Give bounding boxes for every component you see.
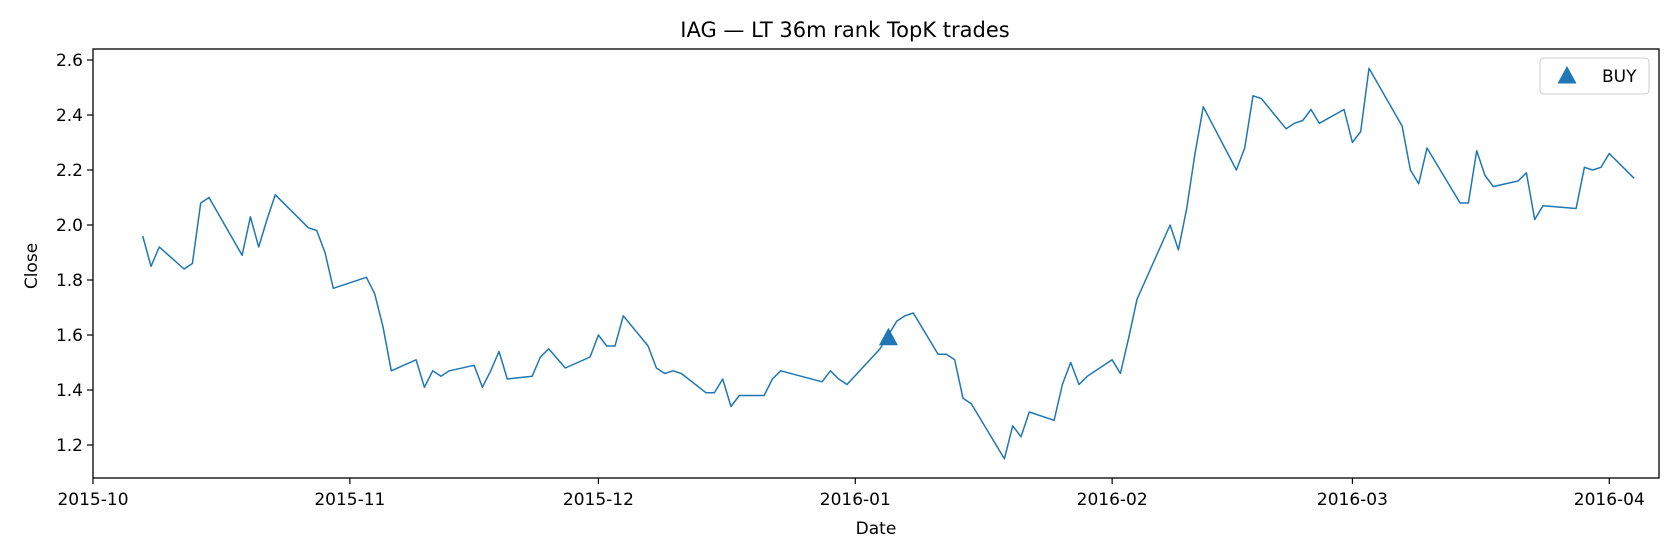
y-tick-label: 2.4 [56,106,83,126]
y-tick-label: 2.2 [56,161,83,181]
chart-title: IAG — LT 36m rank TopK trades [680,18,1009,42]
x-tick-label: 2016-04 [1574,490,1645,510]
y-tick-label: 1.8 [56,271,83,291]
buy-marker [878,327,898,346]
legend: BUY [1539,57,1650,95]
legend-buy-triangle-icon [1557,66,1577,84]
x-tick-label: 2015-10 [57,490,128,510]
x-tick-label: 2016-01 [820,490,891,510]
y-axis: 1.2 1.4 1.6 1.8 2.0 2.2 2.4 2.6 [56,51,93,456]
y-tick-label: 1.4 [56,381,83,401]
legend-buy-label: BUY [1602,67,1637,87]
x-axis-label: Date [856,519,897,539]
y-tick-label: 1.6 [56,326,83,346]
y-tick-label: 1.2 [56,436,83,456]
plot-frame [92,48,1660,479]
x-tick-label: 2016-02 [1077,490,1148,510]
close-price-line [141,67,1635,460]
buy-markers [878,327,898,346]
x-tick-label: 2015-11 [314,490,385,510]
y-tick-label: 2.0 [56,216,83,236]
y-tick-label: 2.6 [56,51,83,71]
x-tick-label: 2016-03 [1317,490,1388,510]
plot-area [92,48,1660,479]
x-tick-label: 2015-12 [563,490,634,510]
x-axis: 2015-10 2015-11 2015-12 2016-01 2016-02 2016-… [57,478,1645,510]
y-axis-label: Close [22,243,42,289]
